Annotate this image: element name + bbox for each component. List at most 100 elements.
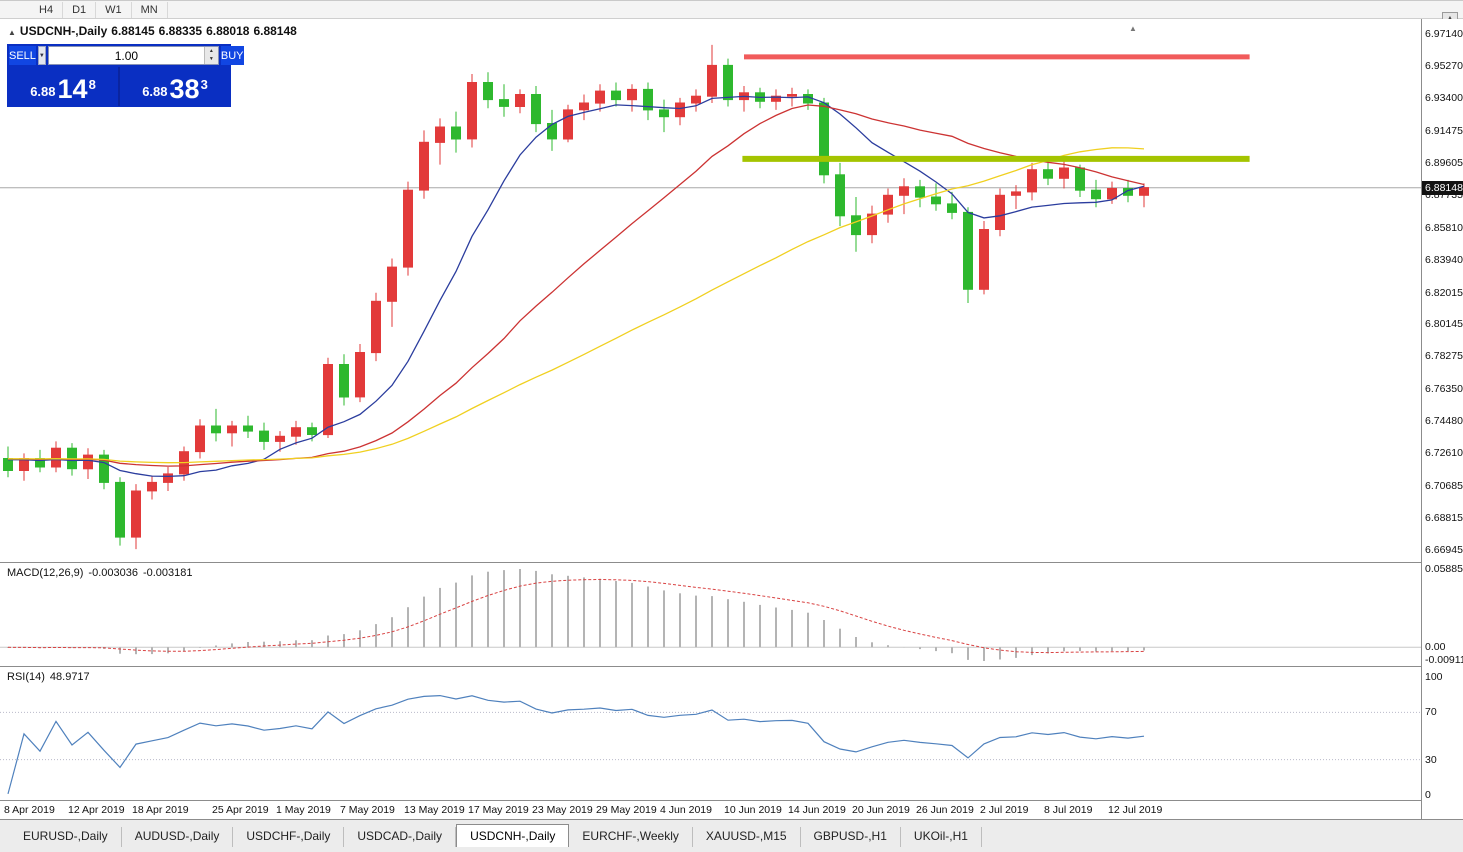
date-label[interactable]: 17 May 2019 <box>468 804 529 816</box>
date-label[interactable]: 18 Apr 2019 <box>132 804 189 816</box>
candle <box>883 194 893 215</box>
tab-audusddaily[interactable]: AUDUSD-,Daily <box>122 827 234 847</box>
candle <box>595 90 605 104</box>
candle <box>803 94 813 104</box>
sell-button[interactable]: SELL <box>9 46 36 65</box>
price-axis[interactable]: 6.97140 6.95270 6.93400 6.91475 6.89605 6.877… <box>1421 19 1463 819</box>
bid-price-button[interactable]: 6.88 14 8 <box>8 67 120 106</box>
candle <box>1011 191 1021 196</box>
date-label[interactable]: 10 Jun 2019 <box>724 804 782 816</box>
macd-signal-value: -0.003181 <box>142 567 193 579</box>
date-label[interactable]: 29 May 2019 <box>596 804 657 816</box>
macd-axis-label: 0.00 <box>1425 641 1446 654</box>
volume-up-button[interactable]: ▲ <box>204 47 218 56</box>
tab-gbpusdh1[interactable]: GBPUSD-,H1 <box>801 827 901 847</box>
panel-separator[interactable] <box>0 562 1463 563</box>
macd-label: MACD(12,26,9) <box>7 567 84 579</box>
candle <box>467 82 477 140</box>
date-label[interactable]: 26 Jun 2019 <box>916 804 974 816</box>
chart-shift-marker-icon[interactable]: ▲ <box>1129 24 1137 33</box>
candle <box>419 141 429 191</box>
price-axis-label: 6.70685 <box>1425 480 1463 493</box>
tab-usdcaddaily[interactable]: USDCAD-,Daily <box>344 827 457 847</box>
ohlc-close: 6.88148 <box>253 24 297 38</box>
volume-down-button[interactable]: ▼ <box>204 55 218 64</box>
price-chart-canvas[interactable] <box>0 19 1421 562</box>
macd-indicator-canvas[interactable] <box>0 563 1421 665</box>
candle <box>387 266 397 302</box>
tab-usdchfdaily[interactable]: USDCHF-,Daily <box>233 827 345 847</box>
macd-axis-label: 0.058851 <box>1425 563 1463 575</box>
ask-big-digits: 38 <box>169 74 200 104</box>
candle <box>627 88 637 101</box>
macd-main-value: -0.003036 <box>88 567 138 579</box>
date-label[interactable]: 12 Jul 2019 <box>1108 804 1163 816</box>
rsi-indicator-canvas[interactable] <box>0 667 1421 799</box>
date-label[interactable]: 13 May 2019 <box>404 804 465 816</box>
candle <box>1123 188 1133 196</box>
chevron-down-icon: ▼ <box>38 52 45 59</box>
ask-pip-digit: 3 <box>200 77 208 92</box>
candle <box>771 95 781 102</box>
candle <box>1043 169 1053 179</box>
volume-field: ▲ ▼ <box>47 46 219 65</box>
price-axis-label: 6.80145 <box>1425 318 1463 331</box>
timeframe-button-h4[interactable]: H4 <box>30 1 64 18</box>
chart-ohlc-header: ▲ USDCNH-,Daily 6.88145 6.88335 6.88018 6.881… <box>8 24 301 38</box>
date-label[interactable]: 4 Jun 2019 <box>660 804 712 816</box>
date-label[interactable]: 25 Apr 2019 <box>212 804 269 816</box>
date-label[interactable]: 20 Jun 2019 <box>852 804 910 816</box>
timeframe-button-d1[interactable]: D1 <box>63 1 97 18</box>
candle <box>147 481 157 492</box>
candle <box>691 95 701 104</box>
rsi-label: RSI(14) <box>7 671 45 683</box>
price-axis-label: 6.85810 <box>1425 221 1463 234</box>
volume-input[interactable] <box>48 47 204 64</box>
panel-separator <box>0 800 1463 801</box>
candle <box>947 203 957 213</box>
date-label[interactable]: 12 Apr 2019 <box>68 804 125 816</box>
price-axis-label: 6.74480 <box>1425 415 1463 428</box>
tab-eurchfweekly[interactable]: EURCHF-,Weekly <box>569 827 693 847</box>
date-label[interactable]: 8 Jul 2019 <box>1044 804 1093 816</box>
candle <box>675 102 685 118</box>
candle <box>195 425 205 453</box>
ask-price-button[interactable]: 6.88 38 3 <box>120 67 230 106</box>
date-label[interactable]: 23 May 2019 <box>532 804 593 816</box>
candle <box>611 90 621 101</box>
candle <box>211 425 221 434</box>
date-label[interactable]: 1 May 2019 <box>276 804 331 816</box>
candle <box>995 194 1005 231</box>
tab-usdcnhdaily[interactable]: USDCNH-,Daily <box>456 824 570 847</box>
candle <box>483 82 493 101</box>
candle <box>259 430 269 442</box>
candle <box>659 109 669 118</box>
candle <box>915 186 925 198</box>
status-strip <box>0 847 1463 852</box>
price-axis-label: 6.76350 <box>1425 383 1463 396</box>
date-label[interactable]: 7 May 2019 <box>340 804 395 816</box>
price-axis-label: 6.89605 <box>1425 156 1463 169</box>
one-click-toggle-icon[interactable]: ▲ <box>8 28 16 37</box>
candle <box>243 425 253 432</box>
tab-eurusddaily[interactable]: EURUSD-,Daily <box>10 827 122 847</box>
time-axis[interactable]: 8 Apr 2019 12 Apr 2019 18 Apr 2019 25 Apr 2… <box>0 801 1421 819</box>
macd-header: MACD(12,26,9) -0.003036 -0.003181 <box>7 567 198 579</box>
date-label[interactable]: 2 Jul 2019 <box>980 804 1029 816</box>
candle <box>499 99 509 107</box>
tab-xauusdm15[interactable]: XAUUSD-,M15 <box>693 827 801 847</box>
date-label[interactable]: 14 Jun 2019 <box>788 804 846 816</box>
volume-stepper: ▲ ▼ <box>203 47 218 64</box>
buy-button[interactable]: BUY <box>220 46 244 65</box>
candle <box>291 427 301 437</box>
price-axis-label: 6.72610 <box>1425 447 1463 460</box>
timeframe-button-mn[interactable]: MN <box>132 1 168 18</box>
timeframe-button-w1[interactable]: W1 <box>96 1 132 18</box>
panel-separator[interactable] <box>0 666 1463 667</box>
date-label[interactable]: 8 Apr 2019 <box>4 804 55 816</box>
candle <box>835 174 845 217</box>
candle <box>963 211 973 290</box>
volume-dropdown-button[interactable]: ▼ <box>37 46 46 65</box>
tab-ukoilh1[interactable]: UKOil-,H1 <box>901 827 982 847</box>
